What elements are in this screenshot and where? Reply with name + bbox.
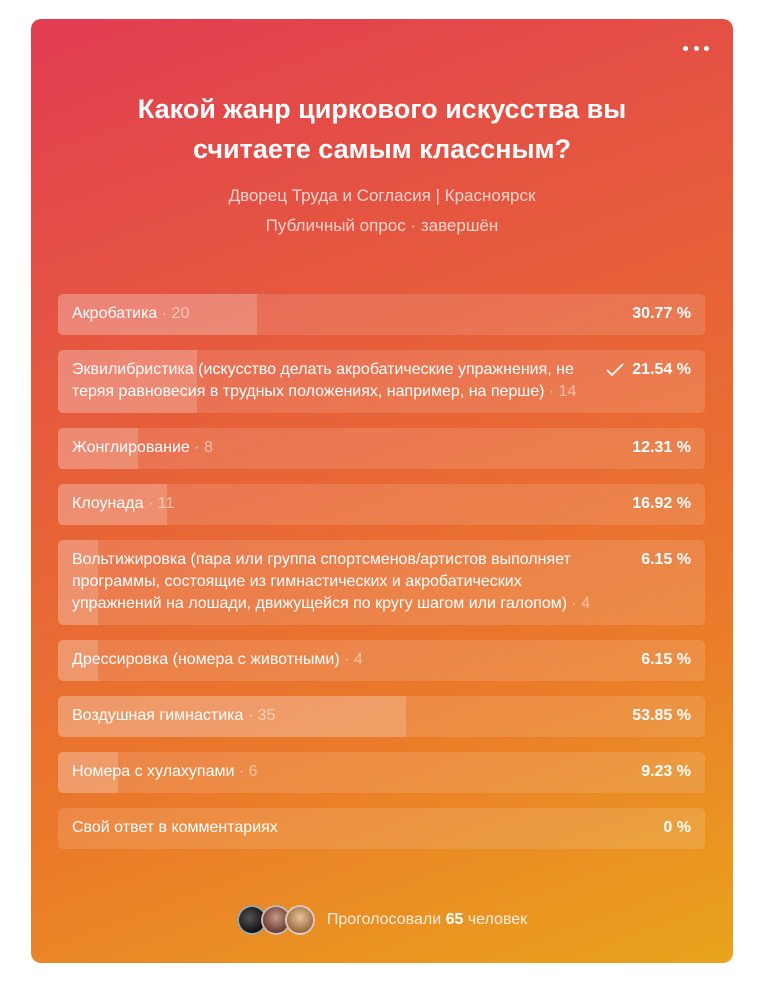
poll-option-percent-value: 53.85 % xyxy=(632,707,691,724)
poll-option[interactable]: Дрессировка (номера с животными) · 4 6.15… xyxy=(58,640,705,681)
poll-option-count: · 14 xyxy=(548,383,577,400)
poll-option-text: Клоунада xyxy=(72,495,144,512)
poll-option[interactable]: Акробатика · 20 30.77 % xyxy=(58,294,705,335)
poll-option-label: Эквилибристика (искусство делать акробат… xyxy=(72,359,602,403)
poll-option-percent: 30.77 % xyxy=(632,303,691,325)
poll-option-text: Номера с хулахупами xyxy=(72,763,235,780)
poll-option-label: Номера с хулахупами · 6 xyxy=(72,761,258,783)
poll-title: Какой жанр циркового искусства вы считае… xyxy=(137,94,627,164)
poll-option-fill xyxy=(58,484,168,525)
poll-option-percent-value: 21.54 % xyxy=(632,361,691,378)
poll-option-percent: 9.23 % xyxy=(641,761,691,783)
poll-option-count: · 4 xyxy=(344,651,363,668)
poll-option-label: Клоунада · 11 xyxy=(72,493,174,515)
poll-option-percent: 0 % xyxy=(663,817,691,839)
poll-option-percent: 12.31 % xyxy=(632,437,691,459)
poll-option-fill xyxy=(58,294,258,335)
poll-option-fill xyxy=(58,540,98,625)
voters-suffix: человек xyxy=(467,911,528,928)
poll-option-text: Акробатика xyxy=(72,305,158,322)
poll-option-percent-value: 12.31 % xyxy=(632,439,691,456)
poll-option-percent-value: 0 % xyxy=(663,819,691,836)
poll-subtitle[interactable]: Дворец Труда и Согласия | Красноярск xyxy=(228,186,536,205)
poll-options: Акробатика · 20 30.77 % Эквилибристика (ис… xyxy=(58,294,705,864)
poll-option-count: · 35 xyxy=(247,707,276,724)
poll-card: Какой жанр циркового искусства вы считае… xyxy=(31,19,733,963)
poll-option-percent-value: 16.92 % xyxy=(632,495,691,512)
poll-option-label: Дрессировка (номера с животными) · 4 xyxy=(72,649,363,671)
poll-option-fill xyxy=(58,696,407,737)
poll-option-percent: 21.54 % xyxy=(606,359,691,381)
poll-option-count: · 6 xyxy=(238,763,258,780)
poll-option-fill xyxy=(58,350,198,413)
poll-option-label: Воздушная гимнастика · 35 xyxy=(72,705,275,727)
poll-option[interactable]: Вольтижировка (пара или группа спортсмен… xyxy=(58,540,705,625)
poll-option-percent-value: 6.15 % xyxy=(641,551,691,568)
poll-option[interactable]: Жонглирование · 8 12.31 % xyxy=(58,428,705,469)
poll-option-count: · 4 xyxy=(571,595,591,612)
voters-count[interactable]: Проголосовали 65 человек xyxy=(327,911,527,929)
poll-option-label: Акробатика · 20 xyxy=(72,303,189,325)
poll-option-text: Свой ответ в комментариях xyxy=(72,819,278,836)
poll-status: Публичный опрос · завершён xyxy=(265,216,499,235)
voter-avatars[interactable] xyxy=(236,905,315,935)
poll-option-count: · 11 xyxy=(147,495,175,512)
poll-option-text: Жонглирование xyxy=(72,439,190,456)
poll-option-percent: 53.85 % xyxy=(632,705,691,727)
poll-option-label: Жонглирование · 8 xyxy=(72,437,213,459)
poll-option[interactable]: Эквилибристика (искусство делать акробат… xyxy=(58,350,705,413)
check-icon xyxy=(606,363,624,377)
poll-option-percent: 6.15 % xyxy=(641,649,691,671)
avatar[interactable] xyxy=(284,905,315,935)
poll-option-fill xyxy=(58,428,138,469)
poll-option[interactable]: Воздушная гимнастика · 35 53.85 % xyxy=(58,696,705,737)
poll-option-percent: 6.15 % xyxy=(641,549,691,571)
poll-option-text: Воздушная гимнастика xyxy=(72,707,244,724)
poll-option-percent: 16.92 % xyxy=(632,493,691,515)
poll-footer: Проголосовали 65 человек xyxy=(31,905,733,935)
voters-total: 65 xyxy=(445,911,464,928)
poll-option-text: Дрессировка (номера с животными) xyxy=(72,651,340,668)
poll-option[interactable]: Свой ответ в комментариях 0 % xyxy=(58,808,705,849)
poll-option-text: Эквилибристика (искусство делать акробат… xyxy=(72,361,574,400)
poll-option[interactable]: Клоунада · 11 16.92 % xyxy=(58,484,705,525)
poll-option-label: Вольтижировка (пара или группа спортсмен… xyxy=(72,549,602,615)
poll-option-percent-value: 30.77 % xyxy=(632,305,691,322)
poll-option-count: · 20 xyxy=(161,305,190,322)
poll-option-percent-value: 6.15 % xyxy=(641,651,691,668)
poll-option-fill xyxy=(58,640,98,681)
poll-option-fill xyxy=(58,752,118,793)
poll-option-count: · 8 xyxy=(194,439,213,456)
voters-prefix: Проголосовали xyxy=(326,911,442,928)
poll-option-percent-value: 9.23 % xyxy=(641,763,691,780)
more-horizontal-icon[interactable] xyxy=(683,43,709,53)
poll-option[interactable]: Номера с хулахупами · 6 9.23 % xyxy=(58,752,705,793)
poll-option-text: Вольтижировка (пара или группа спортсмен… xyxy=(72,551,571,612)
poll-option-label: Свой ответ в комментариях xyxy=(72,817,278,839)
